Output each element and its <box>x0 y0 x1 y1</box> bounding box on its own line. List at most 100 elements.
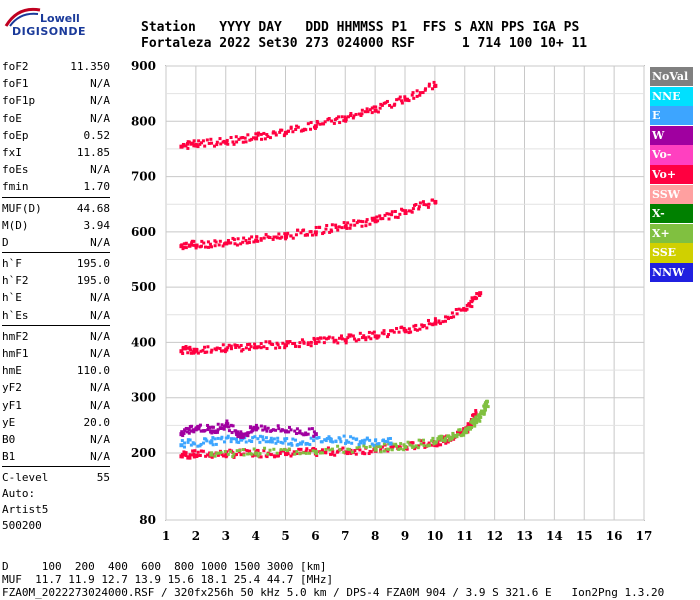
param-value: N/A <box>90 111 110 125</box>
series-point <box>484 401 489 406</box>
data-point <box>274 428 278 432</box>
data-point <box>352 114 356 118</box>
data-point <box>185 346 189 350</box>
data-point <box>306 442 310 446</box>
data-point <box>298 341 302 345</box>
data-point <box>235 449 239 453</box>
series-point <box>239 437 244 442</box>
data-point <box>279 440 283 444</box>
x-tick-label: 3 <box>222 529 230 543</box>
data-point <box>395 326 399 330</box>
data-point <box>215 140 219 144</box>
data-point <box>248 449 252 453</box>
data-point <box>188 456 192 460</box>
data-point <box>444 315 448 319</box>
data-point <box>346 447 350 451</box>
data-point <box>334 439 338 443</box>
data-point <box>410 210 414 214</box>
series-point <box>254 451 259 456</box>
footer-distance-row: D 100 200 400 600 800 1000 1500 3000 [km… <box>2 560 327 573</box>
data-point <box>397 97 401 101</box>
data-point <box>192 452 196 456</box>
data-point <box>184 246 188 250</box>
series-point <box>254 345 259 350</box>
data-point <box>256 454 260 458</box>
data-point <box>424 203 428 207</box>
data-point <box>426 318 430 322</box>
data-point <box>478 419 482 423</box>
data-point <box>433 317 437 321</box>
data-point <box>283 232 287 236</box>
data-point <box>477 417 481 421</box>
data-point <box>418 201 422 205</box>
data-point <box>287 129 291 133</box>
data-point <box>312 446 316 450</box>
param-separator <box>2 465 110 469</box>
param-value: N/A <box>90 347 110 360</box>
data-point <box>431 87 435 91</box>
data-point <box>268 448 272 452</box>
data-point <box>367 452 371 456</box>
data-point <box>242 453 246 457</box>
series-point <box>209 429 214 434</box>
data-point <box>188 243 192 247</box>
legend-entry-w: W <box>650 125 693 146</box>
data-point <box>236 435 240 439</box>
data-point <box>182 143 186 147</box>
data-point <box>300 432 304 436</box>
series-point <box>269 439 274 444</box>
series-point <box>284 130 288 135</box>
data-point <box>314 448 318 452</box>
data-point <box>295 124 299 128</box>
data-point <box>283 439 287 443</box>
data-point <box>259 132 263 136</box>
param-value: N/A <box>90 94 110 108</box>
data-point <box>211 436 215 440</box>
data-point <box>401 208 405 212</box>
param-key: hmF2 <box>2 329 29 343</box>
data-point <box>353 337 357 341</box>
data-point <box>377 445 381 449</box>
data-point <box>427 441 431 445</box>
data-point <box>220 423 224 427</box>
data-point <box>289 234 293 238</box>
data-point <box>457 428 461 432</box>
data-point <box>338 121 342 125</box>
data-point <box>382 332 386 336</box>
data-point <box>291 437 295 441</box>
data-point <box>289 441 293 445</box>
data-point <box>235 243 239 247</box>
data-point <box>484 404 488 408</box>
legend-entry-ssw: SSW <box>650 184 693 204</box>
data-point <box>456 432 460 436</box>
data-point <box>340 115 344 119</box>
data-point <box>281 341 285 345</box>
data-point <box>390 329 394 333</box>
data-point <box>320 448 324 452</box>
data-point <box>251 428 255 432</box>
data-point <box>365 437 369 441</box>
data-point <box>302 433 306 437</box>
data-point <box>477 293 481 297</box>
y-tick-label: 800 <box>131 114 156 128</box>
data-point <box>390 448 394 452</box>
series-point <box>194 348 199 353</box>
data-point <box>397 330 401 334</box>
data-point <box>295 451 299 455</box>
data-point <box>285 449 289 453</box>
data-point <box>422 441 426 445</box>
data-point <box>236 430 240 434</box>
data-point <box>346 221 350 225</box>
param-value: 11.85 <box>76 145 110 159</box>
data-point <box>422 444 426 448</box>
data-point <box>377 334 381 338</box>
data-point <box>378 214 382 218</box>
data-point <box>385 447 389 451</box>
data-point <box>428 443 432 447</box>
data-point <box>237 432 241 436</box>
param-row-hme: hmE 110.0 <box>2 362 110 379</box>
data-point <box>205 439 209 443</box>
data-point <box>471 298 475 302</box>
data-point <box>325 337 329 341</box>
data-point <box>261 435 265 439</box>
